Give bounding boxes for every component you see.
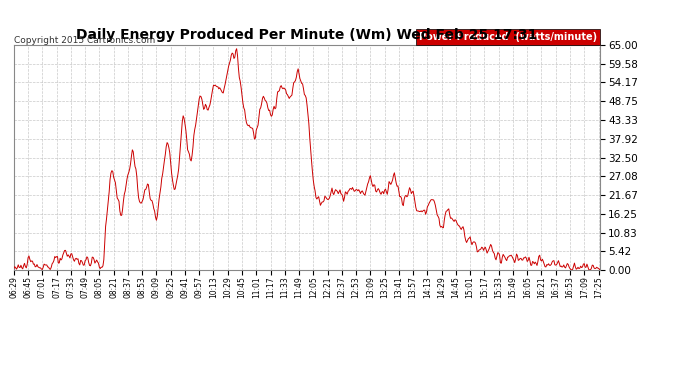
Text: Copyright 2015 Cartronics.com: Copyright 2015 Cartronics.com <box>14 36 155 45</box>
Text: Power Produced  (watts/minute): Power Produced (watts/minute) <box>420 32 598 42</box>
Title: Daily Energy Produced Per Minute (Wm) Wed Feb 25 17:31: Daily Energy Produced Per Minute (Wm) We… <box>77 28 538 42</box>
